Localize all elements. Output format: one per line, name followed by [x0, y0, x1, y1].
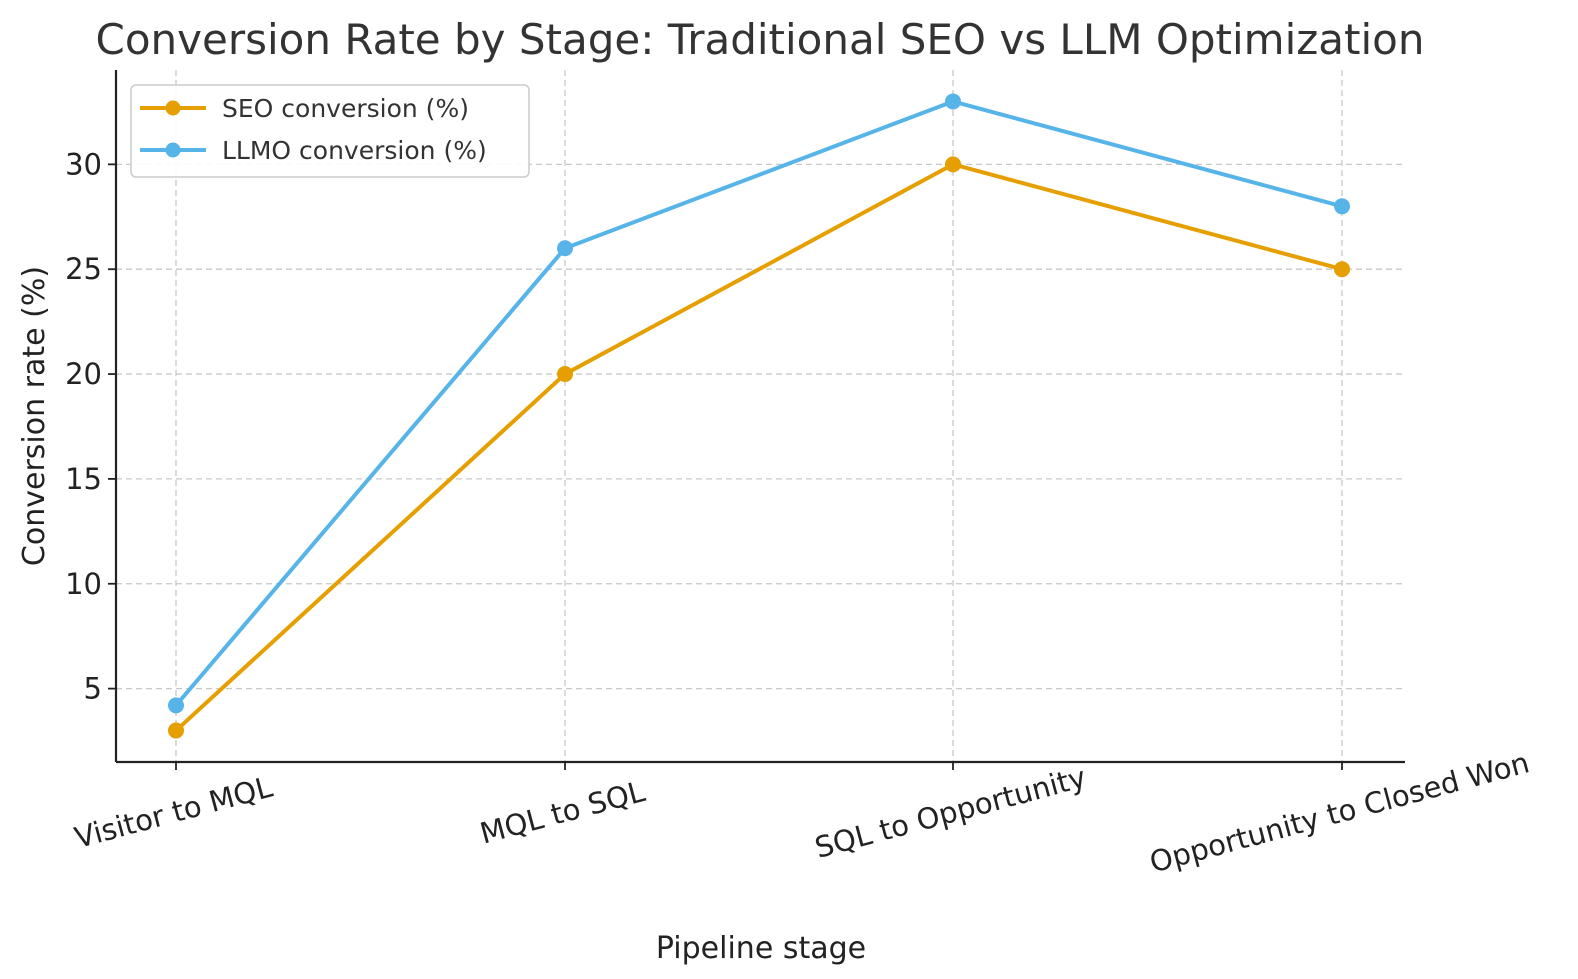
- legend-frame: [130, 84, 530, 178]
- legend-llmo-swatch-marker: [165, 142, 181, 158]
- y-axis-label: Conversion rate (%): [17, 266, 52, 566]
- x-tick-label-2: SQL to Opportunity: [811, 760, 1089, 865]
- x-tick-label-1: MQL to SQL: [476, 774, 648, 851]
- y-tick-label-5: 30: [65, 147, 102, 181]
- y-ticks: 5 10 15 20 25 30: [65, 147, 116, 706]
- legend-llmo-label: LLMO conversion (%): [222, 136, 487, 165]
- series-1-point-0: [168, 697, 184, 714]
- series-0-point-1: [557, 366, 573, 383]
- series-line-0: [174, 162, 1344, 733]
- legend-seo-label: SEO conversion (%): [222, 94, 469, 123]
- y-tick-label-4: 25: [65, 252, 102, 286]
- series: [168, 93, 1350, 739]
- x-ticks: Visitor to MQL MQL to SQL SQL to Opportuni…: [71, 745, 1533, 879]
- y-tick-label-2: 15: [65, 462, 102, 496]
- series-1-point-1: [557, 240, 573, 257]
- series-0-point-3: [1334, 261, 1350, 278]
- series-0-point-0: [168, 722, 184, 739]
- axes: [114, 70, 1405, 764]
- y-tick-label-1: 10: [65, 567, 102, 601]
- legend-seo-swatch-marker: [165, 100, 181, 116]
- series-1-point-2: [945, 93, 961, 110]
- series-line-1: [174, 99, 1344, 708]
- chart-title: Conversion Rate by Stage: Traditional SE…: [96, 15, 1425, 64]
- x-tick-label-3: Opportunity to Closed Won: [1146, 745, 1533, 879]
- legend: SEO conversion (%) LLMO conversion (%): [130, 84, 530, 178]
- series-1-point-3: [1334, 198, 1350, 215]
- x-axis-label: Pipeline stage: [656, 931, 866, 966]
- x-tick-label-0: Visitor to MQL: [71, 770, 276, 855]
- y-tick-label-0: 5: [84, 672, 102, 706]
- y-tick-label-3: 20: [65, 357, 102, 391]
- series-0-point-2: [945, 156, 961, 173]
